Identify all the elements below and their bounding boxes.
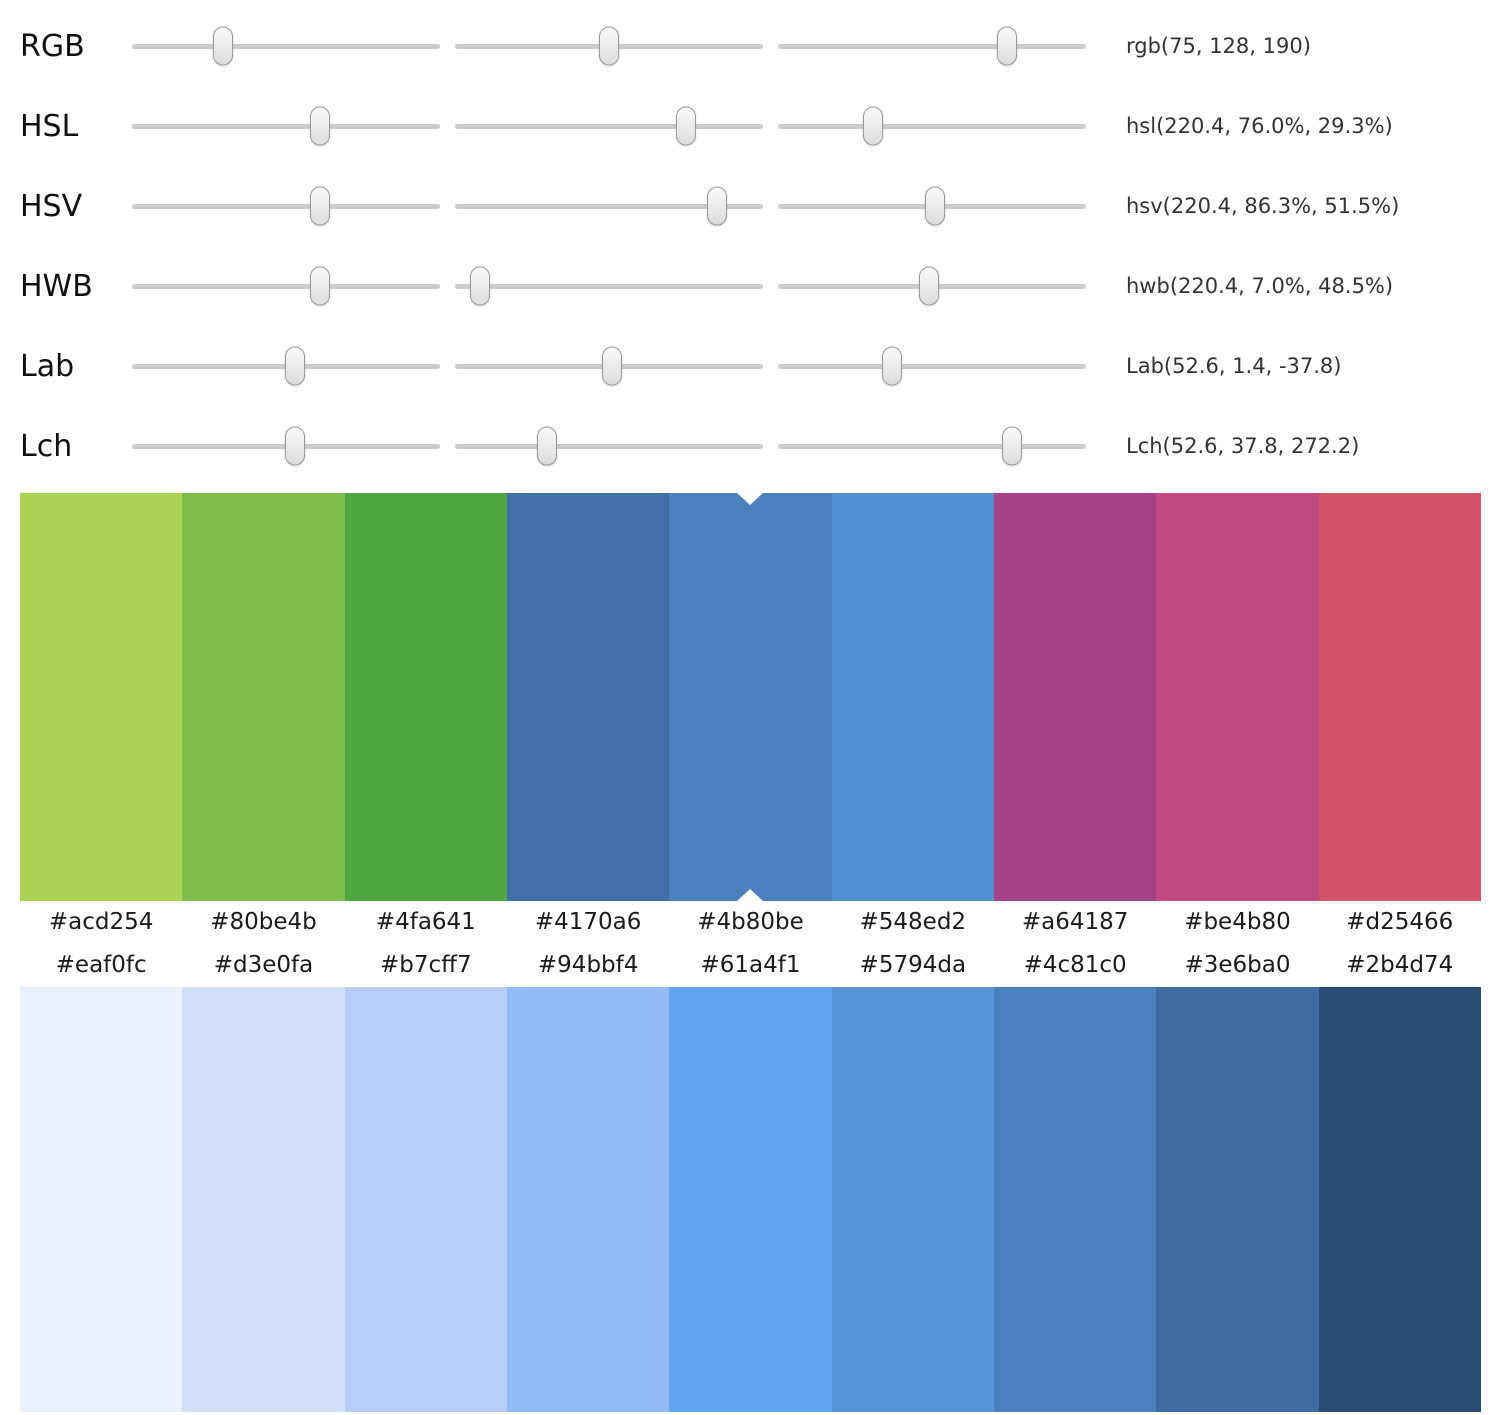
slider-thumb[interactable] <box>309 266 330 306</box>
shade-swatch[interactable] <box>831 987 994 1412</box>
hex-label: #b7cff7 <box>380 952 472 978</box>
hue-swatch[interactable] <box>1156 493 1319 901</box>
hsl-slider-2[interactable] <box>455 106 763 146</box>
hex-label: #80be4b <box>210 909 317 935</box>
hue-palette <box>20 493 1481 901</box>
hsv-slider-1[interactable] <box>132 186 440 226</box>
slider-thumb[interactable] <box>863 106 884 146</box>
hue-swatch[interactable] <box>506 493 670 901</box>
slider-thumb[interactable] <box>706 186 727 226</box>
shade-palette <box>20 987 1481 1412</box>
hex-label: #548ed2 <box>859 909 967 935</box>
slider-thumb[interactable] <box>602 346 623 386</box>
slider-thumb[interactable] <box>285 346 306 386</box>
hue-swatch[interactable] <box>182 493 345 901</box>
model-row-hsl: HSL hsl(220.4, 76.0%, 29.3%) <box>20 86 1481 166</box>
model-row-hwb: HWB hwb(220.4, 7.0%, 48.5%) <box>20 246 1481 326</box>
hex-label-selected: #4b80be <box>697 909 804 935</box>
model-row-lch: Lch Lch(52.6, 37.8, 272.2) <box>20 406 1481 486</box>
model-label-lch: Lch <box>20 428 73 464</box>
hwb-slider-3[interactable] <box>778 266 1086 306</box>
hwb-value-text: hwb(220.4, 7.0%, 48.5%) <box>1126 274 1394 298</box>
shade-palette-labels: #eaf0fc #d3e0fa #b7cff7 #94bbf4 #61a4f1 … <box>20 944 1481 987</box>
lch-slider-3[interactable] <box>778 426 1086 466</box>
hex-label: #3e6ba0 <box>1184 952 1291 978</box>
model-label-hwb: HWB <box>20 268 93 304</box>
lab-slider-1[interactable] <box>132 346 440 386</box>
slider-thumb[interactable] <box>997 26 1018 66</box>
hsl-value-text: hsl(220.4, 76.0%, 29.3%) <box>1126 114 1393 138</box>
hex-label: #eaf0fc <box>55 952 147 978</box>
hwb-slider-1[interactable] <box>132 266 440 306</box>
color-model-sliders: RGB rgb(75, 128, 190) HSL hsl(220.4, 76.… <box>0 0 1501 486</box>
model-label-rgb: RGB <box>20 28 85 64</box>
slider-thumb[interactable] <box>925 186 946 226</box>
lab-slider-3[interactable] <box>778 346 1086 386</box>
lab-value-text: Lab(52.6, 1.4, -37.8) <box>1126 354 1342 378</box>
hex-label: #94bbf4 <box>537 952 639 978</box>
hsv-value-text: hsv(220.4, 86.3%, 51.5%) <box>1126 194 1400 218</box>
shade-swatch[interactable] <box>1318 987 1481 1412</box>
slider-thumb[interactable] <box>309 186 330 226</box>
hue-swatch-selected[interactable] <box>669 493 832 901</box>
slider-thumb[interactable] <box>469 266 490 306</box>
hex-label: #d25466 <box>1346 909 1454 935</box>
hue-swatch[interactable] <box>993 493 1157 901</box>
hue-swatch[interactable] <box>344 493 507 901</box>
model-label-hsv: HSV <box>20 188 83 224</box>
model-row-rgb: RGB rgb(75, 128, 190) <box>20 6 1481 86</box>
slider-thumb[interactable] <box>537 426 558 466</box>
hex-label: #5794da <box>859 952 967 978</box>
shade-swatch[interactable] <box>20 987 183 1412</box>
rgb-slider-1[interactable] <box>132 26 440 66</box>
rgb-value-text: rgb(75, 128, 190) <box>1126 34 1311 58</box>
hex-label: #4fa641 <box>375 909 476 935</box>
slider-thumb[interactable] <box>881 346 902 386</box>
slider-thumb[interactable] <box>285 426 306 466</box>
model-label-lab: Lab <box>20 348 75 384</box>
shade-swatch[interactable] <box>993 987 1157 1412</box>
slider-thumb[interactable] <box>1002 426 1023 466</box>
hue-swatch[interactable] <box>831 493 994 901</box>
model-row-lab: Lab Lab(52.6, 1.4, -37.8) <box>20 326 1481 406</box>
shade-swatch[interactable] <box>506 987 670 1412</box>
slider-thumb[interactable] <box>599 26 619 66</box>
slider-thumb[interactable] <box>309 106 330 146</box>
hue-swatch[interactable] <box>20 493 183 901</box>
hex-label: #2b4d74 <box>1346 952 1454 978</box>
hue-palette-labels: #acd254 #80be4b #4fa641 #4170a6 #4b80be … <box>20 901 1481 944</box>
shade-swatch[interactable] <box>344 987 507 1412</box>
hex-label: #be4b80 <box>1184 909 1291 935</box>
hex-label: #d3e0fa <box>213 952 314 978</box>
slider-thumb[interactable] <box>212 26 233 66</box>
rgb-slider-2[interactable] <box>455 26 763 66</box>
lch-slider-1[interactable] <box>132 426 440 466</box>
lab-slider-2[interactable] <box>455 346 763 386</box>
hex-label: #4c81c0 <box>1023 952 1127 978</box>
hsv-slider-3[interactable] <box>778 186 1086 226</box>
rgb-slider-3[interactable] <box>778 26 1086 66</box>
slider-thumb[interactable] <box>918 266 939 306</box>
shade-swatch[interactable] <box>669 987 832 1412</box>
shade-swatch[interactable] <box>1156 987 1319 1412</box>
hex-label: #61a4f1 <box>700 952 801 978</box>
hsl-slider-3[interactable] <box>778 106 1086 146</box>
hsv-slider-2[interactable] <box>455 186 763 226</box>
model-label-hsl: HSL <box>20 108 79 144</box>
hsl-slider-1[interactable] <box>132 106 440 146</box>
hwb-slider-2[interactable] <box>455 266 763 306</box>
shade-swatch[interactable] <box>182 987 345 1412</box>
hex-label: #acd254 <box>48 909 154 935</box>
model-row-hsv: HSV hsv(220.4, 86.3%, 51.5%) <box>20 166 1481 246</box>
lch-value-text: Lch(52.6, 37.8, 272.2) <box>1126 434 1360 458</box>
lch-slider-2[interactable] <box>455 426 763 466</box>
slider-thumb[interactable] <box>676 106 696 146</box>
hex-label: #a64187 <box>1021 909 1129 935</box>
hue-swatch[interactable] <box>1318 493 1481 901</box>
hex-label: #4170a6 <box>534 909 642 935</box>
